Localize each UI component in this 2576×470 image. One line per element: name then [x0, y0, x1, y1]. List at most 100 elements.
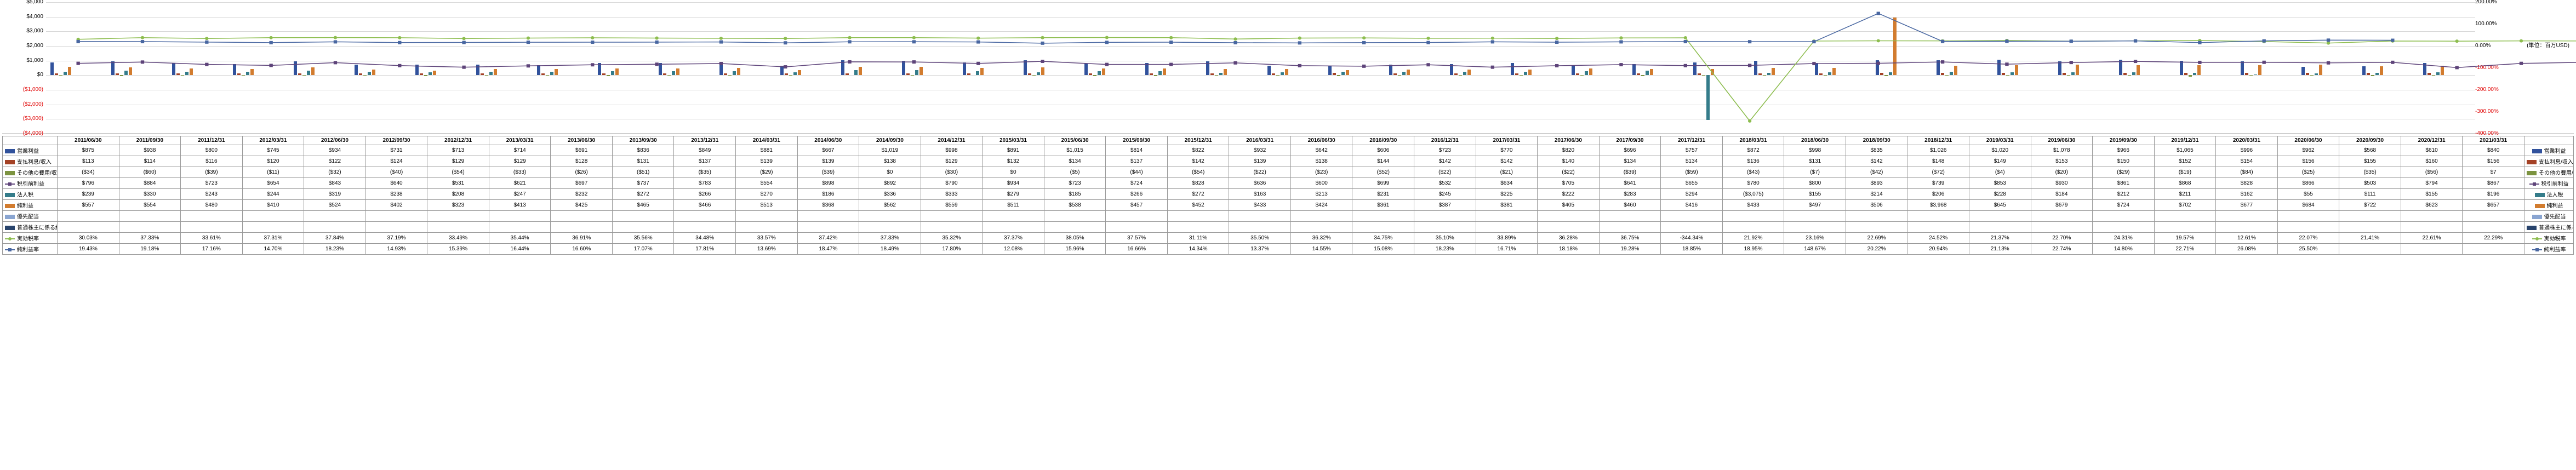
cell: 24.31% — [2093, 233, 2155, 244]
bar-その他の費用/収入 — [911, 75, 914, 76]
cell — [2093, 211, 2155, 222]
cell: $849 — [674, 145, 736, 156]
cell: $930 — [2031, 178, 2093, 189]
cell — [2401, 222, 2463, 233]
period-slot — [2297, 2, 2358, 133]
col-header: 2019/03/31 — [1969, 136, 2031, 145]
row-label-right: 実効税率 — [2524, 233, 2574, 244]
bar-営業利益 — [1024, 60, 1027, 75]
marker-税引前利益 — [2520, 62, 2523, 65]
bar-支払利息/収入 — [602, 73, 606, 75]
cell: 13.69% — [736, 244, 798, 255]
y-left-tick: ($1,000) — [2, 87, 43, 93]
cell: ($4) — [1969, 167, 2031, 178]
cell: ($34) — [58, 167, 119, 178]
bar-営業利益 — [1997, 60, 2001, 76]
cell: $898 — [797, 178, 859, 189]
col-header: 2018/03/31 — [1722, 136, 1784, 145]
cell: ($59) — [1661, 167, 1723, 178]
cell — [1599, 211, 1661, 222]
bar-支払利息/収入 — [1880, 73, 1883, 75]
bar-支払利息/収入 — [176, 73, 180, 75]
cell: $333 — [921, 189, 983, 200]
cell: 18.47% — [797, 244, 859, 255]
col-header: 2012/03/31 — [242, 136, 304, 145]
bar-支払利息/収入 — [1637, 73, 1640, 76]
cell: ($39) — [181, 167, 243, 178]
cell — [1846, 211, 1907, 222]
cell: $137 — [674, 156, 736, 167]
bar-法人税 — [1219, 73, 1223, 75]
cell: $828 — [2216, 178, 2278, 189]
bar-法人税 — [793, 72, 797, 75]
cell: 34.75% — [1352, 233, 1414, 244]
bar-営業利益 — [2301, 67, 2305, 75]
col-header: 2018/09/30 — [1846, 136, 1907, 145]
period-slot — [533, 2, 593, 133]
cell: $554 — [736, 178, 798, 189]
period-slot — [1141, 2, 1202, 133]
col-header: 2013/03/31 — [489, 136, 551, 145]
cell — [1106, 222, 1168, 233]
cell: 17.81% — [674, 244, 736, 255]
period-slot — [1567, 2, 1628, 133]
row-label-right: 純利益 — [2524, 200, 2574, 211]
bar-法人税 — [2436, 72, 2440, 75]
cell — [797, 211, 859, 222]
bar-営業利益 — [2119, 60, 2122, 75]
bar-営業利益 — [1632, 64, 1636, 75]
cell: $645 — [1969, 200, 2031, 211]
bar-純利益 — [1893, 18, 1897, 76]
bar-純利益 — [250, 69, 254, 75]
cell: 37.19% — [365, 233, 427, 244]
row-label-right: 普通株主に係る純利益 — [2524, 222, 2574, 233]
bar-純利益 — [1346, 70, 1349, 76]
cell: $134 — [1661, 156, 1723, 167]
cell — [1290, 211, 1352, 222]
cell: ($22) — [1414, 167, 1476, 178]
cell — [1414, 211, 1476, 222]
bar-法人税 — [1037, 72, 1040, 75]
col-header: 2011/12/31 — [181, 136, 243, 145]
period-slot — [1993, 2, 2054, 133]
bar-営業利益 — [476, 65, 479, 75]
bar-純利益 — [1407, 70, 1410, 75]
period-slot — [472, 2, 533, 133]
bar-その他の費用/収入 — [1398, 75, 1401, 76]
cell: $875 — [58, 145, 119, 156]
col-header: 2016/12/31 — [1414, 136, 1476, 145]
col-header: 2019/12/31 — [2154, 136, 2216, 145]
bar-法人税 — [1950, 72, 1953, 75]
col-header: 2014/12/31 — [921, 136, 983, 145]
cell: 19.28% — [1599, 244, 1661, 255]
bar-営業利益 — [537, 65, 540, 75]
bar-営業利益 — [1511, 63, 1514, 75]
cell: $621 — [489, 178, 551, 189]
cell — [1229, 222, 1291, 233]
cell: $1,015 — [1044, 145, 1106, 156]
row-label: 法人税 — [3, 189, 58, 200]
cell: ($32) — [304, 167, 366, 178]
cell: $142 — [1414, 156, 1476, 167]
bar-その他の費用/収入 — [120, 75, 123, 76]
cell: $231 — [1352, 189, 1414, 200]
cell: 33.89% — [1476, 233, 1538, 244]
cell: 148.67% — [1784, 244, 1846, 255]
row-label-right: 優先配当 — [2524, 211, 2574, 222]
cell: ($43) — [1722, 167, 1784, 178]
row-label: 優先配当 — [3, 211, 58, 222]
bar-その他の費用/収入 — [1884, 75, 1888, 76]
cell — [2401, 244, 2463, 255]
bar-法人税 — [672, 71, 675, 75]
cell: $319 — [304, 189, 366, 200]
bar-法人税 — [733, 71, 736, 75]
cell: $783 — [674, 178, 736, 189]
cell: ($35) — [2339, 167, 2401, 178]
cell: 37.33% — [859, 233, 921, 244]
cell: $757 — [1661, 145, 1723, 156]
period-slot — [1446, 2, 1506, 133]
cell — [674, 222, 736, 233]
cell: $655 — [1661, 178, 1723, 189]
bar-営業利益 — [1084, 64, 1088, 76]
col-header: 2014/06/30 — [797, 136, 859, 145]
